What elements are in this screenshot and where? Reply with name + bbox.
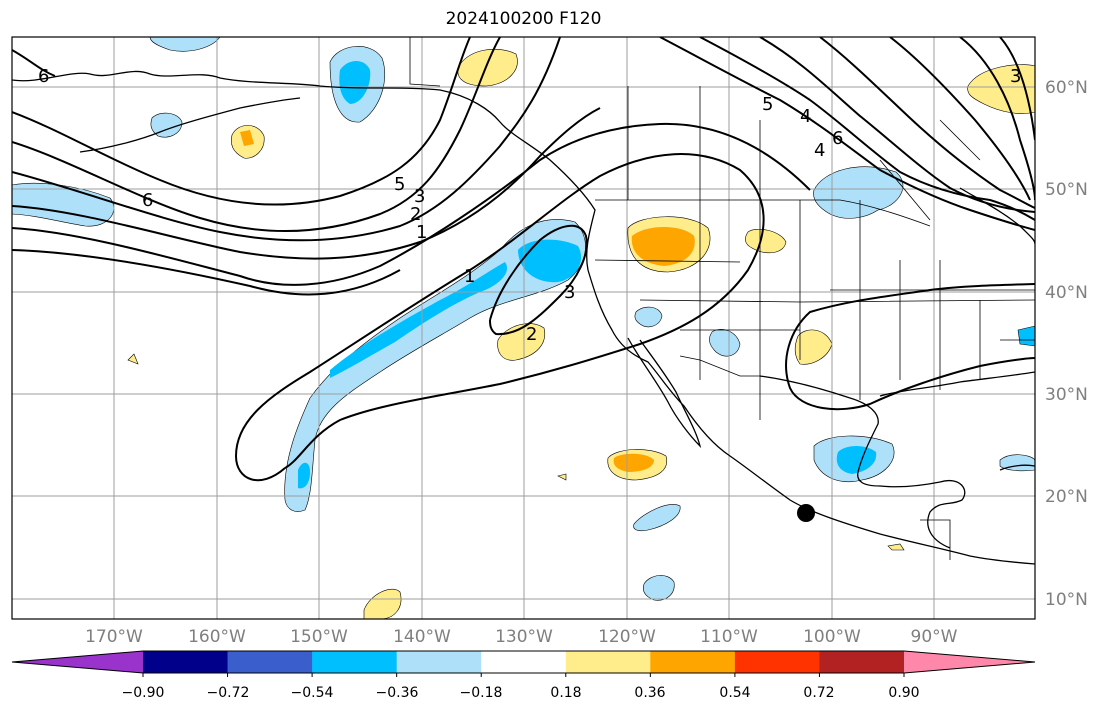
colorbar-segment <box>481 651 567 673</box>
lon-label: 120°W <box>598 627 656 647</box>
colorbar-segment <box>650 651 736 673</box>
colorbar-label: 0.54 <box>719 685 750 701</box>
colorbar: −0.90 −0.72 −0.54 −0.36 −0.18 0.18 0.36 … <box>11 650 1036 701</box>
contour-label: 6 <box>142 190 153 211</box>
colorbar-segment <box>904 651 1035 673</box>
colorbar-label: −0.18 <box>460 685 503 701</box>
lon-label: 140°W <box>393 627 451 647</box>
isolines <box>12 37 1035 482</box>
colorbar-label: 0.36 <box>634 685 665 701</box>
map-title: 2024100200 F120 <box>445 9 602 29</box>
colorbar-labels: −0.90 −0.72 −0.54 −0.36 −0.18 0.18 0.36 … <box>122 685 920 701</box>
lat-label-30n: 30°N <box>1045 385 1088 405</box>
map-area: 6 6 5 3 2 1 1 3 2 5 4 6 4 3 <box>12 37 1035 619</box>
colorbar-label: −0.72 <box>207 685 250 701</box>
contour-label: 2 <box>526 324 537 345</box>
colorbar-ticks <box>142 673 905 677</box>
colorbar-label: −0.90 <box>122 685 165 701</box>
lon-label: 100°W <box>803 627 861 647</box>
colorbar-segment <box>227 651 313 673</box>
anomaly-fills <box>12 37 1035 619</box>
map-frame <box>11 36 1036 620</box>
latitude-labels: 60°N 50°N 40°N 30°N 20°N 10°N <box>1045 78 1088 610</box>
political-borders <box>409 37 1035 560</box>
lat-label-60n: 60°N <box>1045 78 1088 98</box>
lat-label-50n: 50°N <box>1045 180 1088 200</box>
lat-label-20n: 20°N <box>1045 487 1088 507</box>
longitude-labels: 170°W 160°W 150°W 140°W 130°W 120°W 110°… <box>85 627 958 647</box>
contour-label: 1 <box>464 266 475 287</box>
contour-label: 3 <box>564 282 575 303</box>
contour-label: 1 <box>416 222 427 243</box>
colorbar-segment <box>312 651 398 673</box>
colorbar-label: −0.54 <box>291 685 334 701</box>
colorbar-segments <box>11 650 1036 674</box>
lon-label: 130°W <box>495 627 553 647</box>
lon-label: 110°W <box>700 627 758 647</box>
lon-label: 160°W <box>188 627 246 647</box>
colorbar-label: 0.72 <box>803 685 834 701</box>
storm-location-marker <box>797 504 815 522</box>
colorbar-segment <box>819 651 905 673</box>
colorbar-segment <box>734 651 820 673</box>
contour-label: 2 <box>410 204 421 225</box>
lat-label-40n: 40°N <box>1045 283 1088 303</box>
colorbar-segment <box>12 651 143 673</box>
contour-label: 3 <box>414 186 425 207</box>
colorbar-label: 0.18 <box>550 685 581 701</box>
contour-labels: 6 6 5 3 2 1 1 3 2 5 4 6 4 3 <box>38 66 1021 345</box>
lon-label: 170°W <box>85 627 143 647</box>
contour-label: 5 <box>394 174 405 195</box>
contour-label: 5 <box>762 94 773 115</box>
colorbar-segment <box>143 651 229 673</box>
colorbar-segment <box>565 651 651 673</box>
colorbar-label: 0.90 <box>888 685 919 701</box>
lat-label-10n: 10°N <box>1045 590 1088 610</box>
contour-label: 6 <box>832 128 843 149</box>
contour-label: 3 <box>1010 66 1021 87</box>
colorbar-segment <box>396 651 482 673</box>
contour-label: 4 <box>814 140 825 161</box>
colorbar-label: −0.36 <box>376 685 419 701</box>
lon-label: 90°W <box>911 627 958 647</box>
contour-label: 6 <box>38 66 49 87</box>
lon-label: 150°W <box>290 627 348 647</box>
contour-label: 4 <box>800 106 811 127</box>
